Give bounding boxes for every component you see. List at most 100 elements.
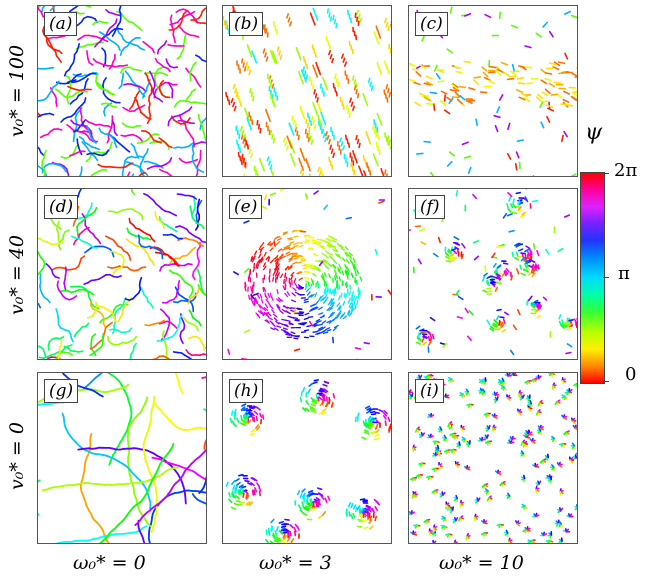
trail-segment	[276, 304, 281, 309]
trail-segment	[376, 61, 379, 68]
trail-segment	[379, 69, 382, 75]
trail-segment	[294, 530, 297, 537]
trail-segment	[311, 280, 315, 286]
trail-segment	[510, 275, 513, 281]
trail-segment	[270, 518, 275, 524]
trail-segment	[356, 505, 361, 511]
trail-segment	[90, 174, 93, 176]
trail-segment	[531, 272, 536, 277]
trail-segment	[449, 252, 455, 257]
trail-segment	[374, 505, 378, 511]
trail-segment	[280, 329, 286, 332]
trail-segment	[105, 235, 111, 239]
trail-segment	[481, 484, 486, 488]
trail-segment	[504, 269, 509, 275]
trail-segment	[240, 159, 243, 166]
trail-segment	[512, 203, 517, 209]
trail-segment	[282, 323, 288, 326]
trail-segment	[496, 106, 501, 114]
trail-segment	[293, 235, 299, 238]
trail-segment	[245, 493, 249, 499]
trail-segment	[429, 91, 438, 95]
trail-segment	[355, 506, 358, 513]
trail-segment	[522, 528, 527, 533]
trail-segment	[183, 317, 187, 322]
trail-segment	[540, 121, 545, 129]
trail-segment	[282, 285, 286, 291]
trail-segment	[321, 252, 326, 257]
trail-segment	[571, 420, 576, 425]
trail-segment	[527, 429, 530, 435]
trail-segment	[530, 378, 535, 383]
trail-segment	[289, 126, 293, 132]
trail-segment	[253, 416, 256, 423]
trail-segment	[55, 358, 58, 359]
trail-segment	[268, 116, 271, 123]
trail-segment	[289, 241, 295, 244]
trail-segment	[229, 417, 233, 424]
trail-segment	[368, 421, 374, 426]
trail-segment	[83, 97, 87, 103]
trail-segment	[534, 265, 537, 271]
trail-segment	[442, 342, 448, 348]
trail-segment	[440, 90, 448, 95]
trail-segment	[419, 328, 425, 332]
trail-segment	[250, 294, 256, 300]
trail-segment	[429, 334, 433, 340]
trail-segment	[294, 291, 300, 295]
trail-segment	[352, 504, 357, 510]
trail-segment	[251, 257, 255, 263]
trail-segment	[508, 196, 512, 202]
trail-segment	[190, 10, 196, 15]
trail-segment	[493, 319, 499, 324]
trail-segment	[527, 539, 532, 543]
trail-segment	[299, 396, 303, 403]
trail-segment	[351, 272, 354, 278]
trail-segment	[558, 464, 563, 468]
trail-segment	[272, 532, 276, 538]
trail-segment	[496, 308, 502, 312]
trail-segment	[436, 444, 440, 450]
trail-segment	[453, 541, 458, 543]
trail-segment	[60, 156, 67, 159]
col-label-w3: ω₀* = 3	[259, 552, 332, 574]
trail-segment	[356, 416, 359, 422]
trail-segment	[318, 492, 324, 496]
trail-segment	[340, 247, 345, 251]
trail-segment	[265, 255, 270, 261]
trail-segment	[496, 245, 503, 249]
trail-segment	[66, 171, 70, 176]
trail-segment	[132, 335, 137, 341]
trail-segment	[374, 248, 378, 256]
trail-segment	[331, 301, 335, 307]
trail-segment	[431, 333, 435, 340]
trail-segment	[560, 324, 565, 329]
trail-segment	[369, 506, 374, 512]
trail-segment	[576, 504, 577, 508]
trail-segment	[465, 100, 473, 104]
trail-segment	[276, 305, 281, 311]
trail-segment	[523, 474, 526, 480]
trail-segment	[293, 278, 297, 284]
trail-segment	[203, 408, 206, 412]
trail-segment	[199, 169, 205, 173]
trail-segment	[523, 97, 531, 102]
trail-segment	[501, 377, 505, 382]
trail-segment	[232, 102, 236, 108]
trail-segment	[239, 155, 242, 162]
trail-segment	[276, 46, 280, 52]
trail-segment	[342, 145, 346, 151]
trail-segment	[528, 248, 533, 254]
trail-segment	[362, 510, 369, 514]
trail-segment	[382, 411, 388, 417]
trail-segment	[321, 171, 324, 176]
trail-segment	[68, 153, 75, 157]
trail-segment	[77, 350, 84, 353]
trail-segment	[516, 76, 525, 80]
trail-segment	[250, 288, 253, 294]
trail-segment	[233, 106, 237, 112]
trail-segment	[319, 315, 325, 319]
trail-segment	[320, 111, 324, 118]
trail-segment	[187, 356, 193, 359]
trail-segment	[38, 99, 42, 102]
